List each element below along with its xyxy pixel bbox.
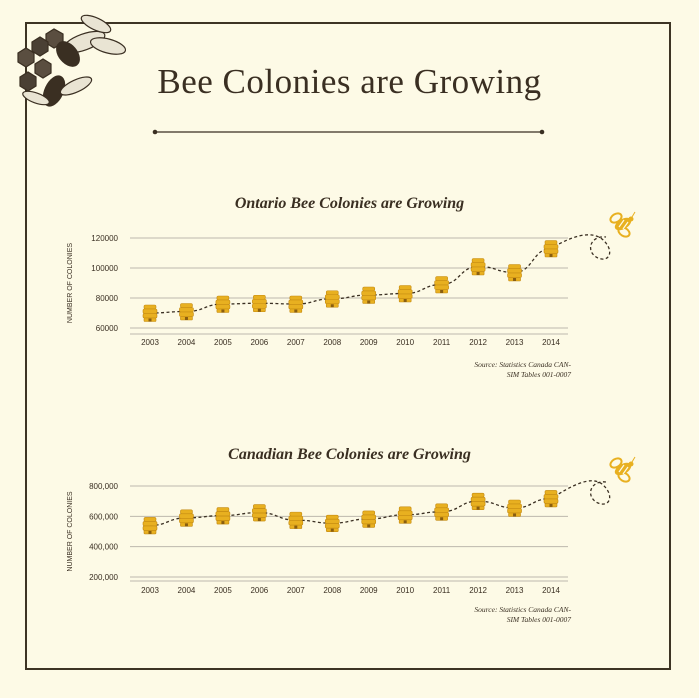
x-tick-label: 2010 — [396, 338, 414, 347]
beehive-icon — [397, 285, 413, 303]
page-title: Bee Colonies are Growing — [157, 62, 542, 101]
source-line: Source: Statistics Canada CAN- — [474, 605, 571, 614]
beehive-icon — [507, 264, 522, 282]
canada-source-note: Source: Statistics Canada CAN- SIM Table… — [411, 605, 571, 625]
y-tick-label: 120000 — [91, 234, 118, 243]
beehive-icon — [324, 290, 340, 308]
beehive-icon — [142, 304, 158, 322]
source-line: SIM Tables 001-0007 — [506, 615, 571, 624]
beehive-icon — [179, 303, 194, 321]
source-line: SIM Tables 001-0007 — [506, 370, 571, 379]
x-tick-label: 2011 — [433, 338, 451, 347]
x-tick-label: 2006 — [250, 338, 268, 347]
beehive-icon — [215, 295, 231, 313]
source-line: Source: Statistics Canada CAN- — [474, 360, 571, 369]
canada-chart-title: Canadian Bee Colonies are Growing — [228, 446, 471, 463]
beehive-icon — [361, 286, 377, 304]
flying-bee-icon — [609, 211, 636, 238]
beehive-icon — [470, 258, 486, 276]
x-tick-label: 2013 — [506, 338, 524, 347]
x-tick-label: 2014 — [542, 338, 560, 347]
x-tick-label: 2009 — [360, 338, 378, 347]
x-tick-label: 2007 — [287, 338, 305, 347]
beehive-icon — [543, 240, 559, 258]
beehive-icon — [288, 295, 304, 313]
beehive-icon — [252, 294, 267, 313]
x-tick-label: 2004 — [178, 338, 196, 347]
y-axis-label: NUMBER OF COLONIES — [67, 243, 74, 323]
bee-cluster-illustration — [17, 14, 127, 107]
ontario-chart-title: Ontario Bee Colonies are Growing — [234, 195, 465, 212]
y-tick-label: 100000 — [91, 264, 118, 273]
y-tick-label: 60000 — [96, 324, 119, 333]
page-frame — [25, 22, 671, 670]
x-tick-label: 2005 — [214, 338, 232, 347]
beehive-icon — [434, 276, 449, 294]
x-tick-label: 2012 — [469, 338, 487, 347]
x-tick-label: 2008 — [323, 338, 341, 347]
x-tick-label: 2003 — [141, 338, 159, 347]
title-divider — [152, 129, 545, 135]
y-tick-label: 80000 — [96, 294, 119, 303]
ontario-source-note: Source: Statistics Canada CAN- SIM Table… — [411, 360, 571, 380]
